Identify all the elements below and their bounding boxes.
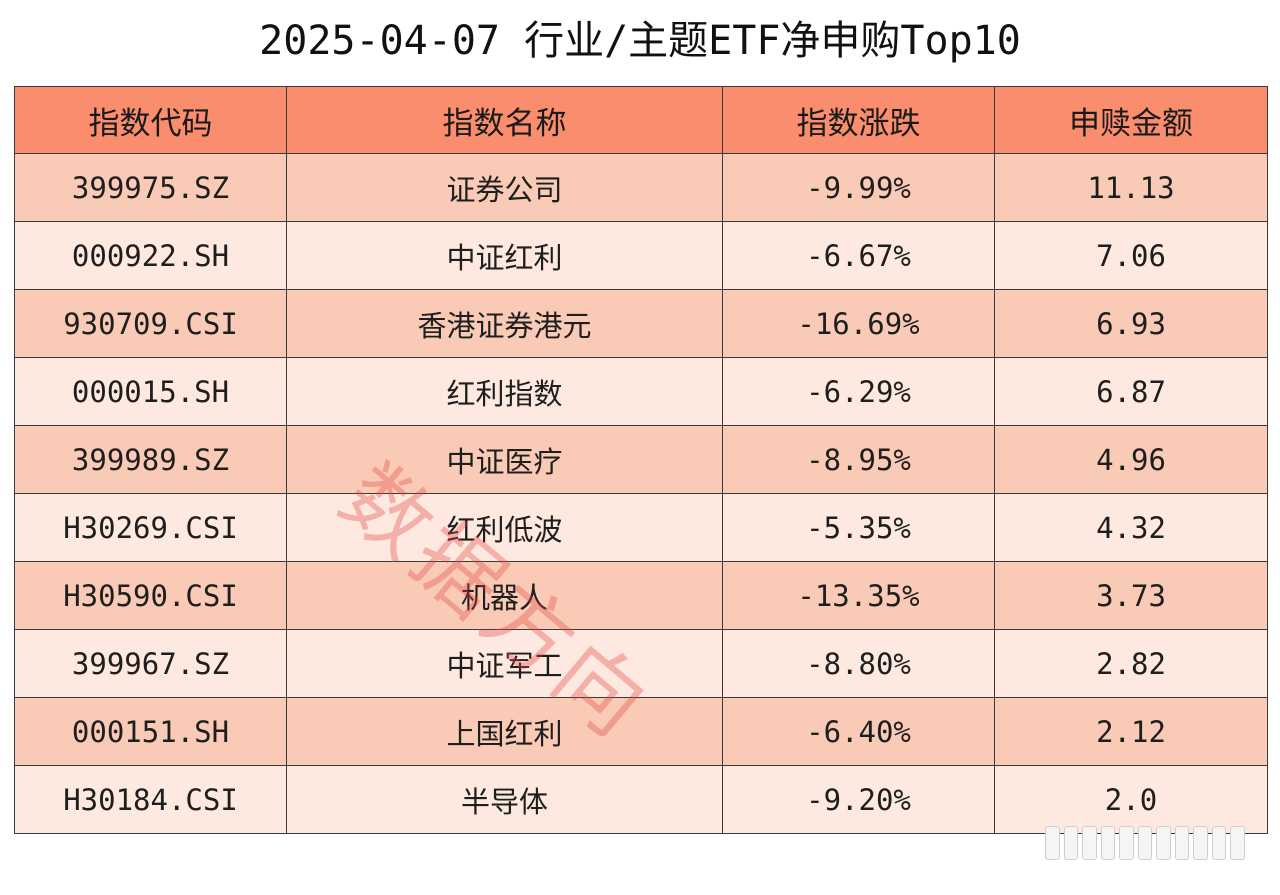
table-row: H30184.CSI 半导体 -9.20% 2.0 <box>14 765 1268 834</box>
cell-index-code: 930709.CSI <box>14 289 287 358</box>
header-index-name: 指数名称 <box>286 86 723 154</box>
table-row: H30269.CSI 红利低波 -5.35% 4.32 <box>14 493 1268 562</box>
cell-index-change: -13.35% <box>722 561 995 630</box>
pager-tick <box>1174 826 1190 860</box>
pager-tick <box>1137 826 1153 860</box>
cell-index-code: H30269.CSI <box>14 493 287 562</box>
table-row: 000015.SH 红利指数 -6.29% 6.87 <box>14 357 1268 426</box>
cell-index-name: 中证军工 <box>286 629 723 698</box>
cell-index-name: 机器人 <box>286 561 723 630</box>
pager-tick <box>1100 826 1116 860</box>
cell-index-name: 半导体 <box>286 765 723 834</box>
cell-index-name: 红利指数 <box>286 357 723 426</box>
cell-amount: 2.0 <box>994 765 1268 834</box>
pager-tick <box>1063 826 1079 860</box>
cell-amount: 4.32 <box>994 493 1268 562</box>
cell-index-name: 香港证券港元 <box>286 289 723 358</box>
cell-index-change: -8.80% <box>722 629 995 698</box>
cell-amount: 4.96 <box>994 425 1268 494</box>
cell-index-code: H30590.CSI <box>14 561 287 630</box>
cell-amount: 11.13 <box>994 153 1268 222</box>
cell-index-code: 399967.SZ <box>14 629 287 698</box>
cell-index-change: -9.99% <box>722 153 995 222</box>
cell-index-code: 399975.SZ <box>14 153 287 222</box>
pager-tick <box>1082 826 1097 860</box>
cell-index-change: -8.95% <box>722 425 995 494</box>
cell-amount: 7.06 <box>994 221 1268 290</box>
cell-index-name: 中证红利 <box>286 221 723 290</box>
cell-index-code: 000922.SH <box>14 221 287 290</box>
cell-index-change: -6.29% <box>722 357 995 426</box>
cell-index-name: 上国红利 <box>286 697 723 766</box>
cell-index-name: 红利低波 <box>286 493 723 562</box>
pager-tick <box>1193 826 1208 860</box>
cell-index-code: 399989.SZ <box>14 425 287 494</box>
pager-tick <box>1156 826 1171 860</box>
cell-index-change: -5.35% <box>722 493 995 562</box>
cell-index-name: 中证医疗 <box>286 425 723 494</box>
table-row: 930709.CSI 香港证券港元 -16.69% 6.93 <box>14 289 1268 358</box>
pager-tick <box>1119 826 1134 860</box>
table-row: 000922.SH 中证红利 -6.67% 7.06 <box>14 221 1268 290</box>
pager-tick <box>1230 826 1246 860</box>
header-subscription-amount: 申赎金额 <box>994 86 1268 154</box>
cell-index-code: 000151.SH <box>14 697 287 766</box>
table-row: 000151.SH 上国红利 -6.40% 2.12 <box>14 697 1268 766</box>
cell-index-change: -6.40% <box>722 697 995 766</box>
page-title: 2025-04-07 行业/主题ETF净申购Top10 <box>259 18 1021 64</box>
cell-amount: 2.82 <box>994 629 1268 698</box>
table-row: 399967.SZ 中证军工 -8.80% 2.82 <box>14 629 1268 698</box>
cell-index-change: -9.20% <box>722 765 995 834</box>
cell-index-code: 000015.SH <box>14 357 287 426</box>
table-header-row: 指数代码 指数名称 指数涨跌 申赎金额 <box>14 86 1268 154</box>
cell-index-change: -16.69% <box>722 289 995 358</box>
cell-index-code: H30184.CSI <box>14 765 287 834</box>
table-row: 399989.SZ 中证医疗 -8.95% 4.96 <box>14 425 1268 494</box>
pager-tick <box>1211 826 1227 860</box>
header-index-code: 指数代码 <box>14 86 287 154</box>
cell-amount: 6.87 <box>994 357 1268 426</box>
header-index-change: 指数涨跌 <box>722 86 995 154</box>
cell-index-change: -6.67% <box>722 221 995 290</box>
table-row: H30590.CSI 机器人 -13.35% 3.73 <box>14 561 1268 630</box>
cell-amount: 6.93 <box>994 289 1268 358</box>
image-pager-strip <box>1045 826 1246 860</box>
table-row: 399975.SZ 证券公司 -9.99% 11.13 <box>14 153 1268 222</box>
cell-index-name: 证券公司 <box>286 153 723 222</box>
cell-amount: 3.73 <box>994 561 1268 630</box>
etf-net-subscription-table: 指数代码 指数名称 指数涨跌 申赎金额 399975.SZ 证券公司 -9.99… <box>14 86 1268 834</box>
cell-amount: 2.12 <box>994 697 1268 766</box>
pager-tick <box>1045 826 1060 860</box>
